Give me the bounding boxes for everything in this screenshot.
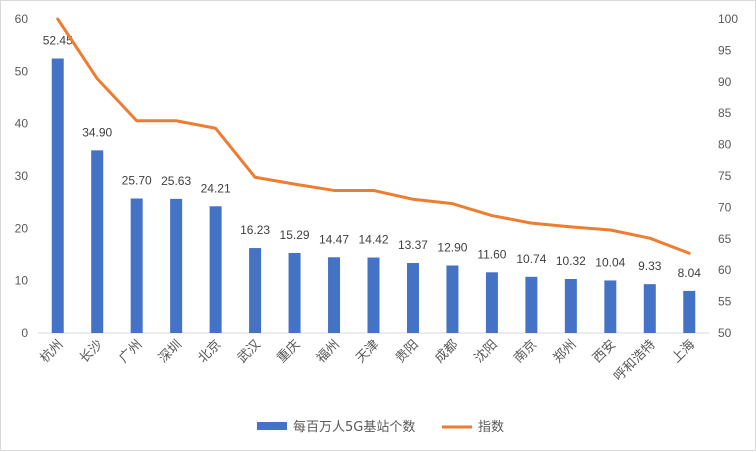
bar xyxy=(643,284,656,333)
x-category-label: 北京 xyxy=(195,337,224,366)
y-right-tick-label: 95 xyxy=(718,43,732,57)
bar-data-label: 24.21 xyxy=(201,181,231,195)
bar xyxy=(485,272,498,333)
x-category-label: 上海 xyxy=(669,337,698,366)
legend-swatch-bars xyxy=(257,422,287,430)
x-category-label: 南京 xyxy=(511,337,541,367)
bar-data-label: 11.60 xyxy=(477,247,506,261)
y-right-tick-label: 75 xyxy=(718,169,732,183)
y-right-tick-label: 60 xyxy=(718,263,732,277)
bar xyxy=(91,150,104,333)
x-category-label: 沈阳 xyxy=(472,337,501,366)
index-line xyxy=(56,17,691,255)
y-right-tick-label: 70 xyxy=(718,200,732,214)
x-category-label: 深圳 xyxy=(156,337,185,366)
bar-data-label: 34.90 xyxy=(82,125,112,139)
x-category-label: 武汉 xyxy=(235,337,264,366)
bar-data-label: 12.90 xyxy=(437,240,467,254)
x-category-label: 福州 xyxy=(314,337,343,366)
bar-data-label: 15.29 xyxy=(280,228,310,242)
bar-data-label: 14.42 xyxy=(358,233,388,247)
bar xyxy=(564,278,577,333)
bar-data-label: 10.04 xyxy=(595,255,625,269)
x-category-label: 杭州 xyxy=(38,337,67,366)
x-category-label: 重庆 xyxy=(274,337,304,367)
y-left-tick-label: 20 xyxy=(15,221,29,235)
y-left-tick-label: 40 xyxy=(15,117,29,131)
legend-label-line: 指数 xyxy=(478,420,504,435)
x-category-label: 郑州 xyxy=(551,337,580,366)
y-right-tick-label: 90 xyxy=(718,75,732,89)
bar xyxy=(249,248,262,333)
y-right-tick-label: 50 xyxy=(718,326,732,340)
x-category-label: 成都 xyxy=(432,337,461,366)
bar-data-label: 13.37 xyxy=(398,238,428,252)
x-category-label: 呼和浩特 xyxy=(611,337,658,384)
bar xyxy=(51,58,64,334)
legend-label-bars: 每百万人5G基站个数 xyxy=(293,419,415,435)
y-left-tick-label: 50 xyxy=(15,64,29,78)
y-left-tick-label: 10 xyxy=(15,274,29,288)
bar xyxy=(209,206,222,333)
y-right-tick-label: 55 xyxy=(718,295,732,309)
bar xyxy=(367,257,380,333)
x-category-label: 广州 xyxy=(117,337,146,366)
bar xyxy=(604,280,617,333)
x-category-label: 天津 xyxy=(353,337,382,366)
y-right-tick-label: 85 xyxy=(718,106,732,120)
bar-data-label: 10.32 xyxy=(556,254,586,268)
bar-data-label: 10.74 xyxy=(516,252,546,266)
bar xyxy=(406,263,419,333)
x-category-label: 长沙 xyxy=(77,337,106,366)
bar xyxy=(525,276,538,333)
bar-data-label: 52.45 xyxy=(43,34,73,48)
bar xyxy=(683,290,696,333)
bar xyxy=(130,198,143,333)
y-right-tick-label: 80 xyxy=(718,138,732,152)
bar xyxy=(170,198,183,333)
bar-data-label: 14.47 xyxy=(319,232,349,246)
bar-data-label: 16.23 xyxy=(240,223,270,237)
bar-data-label: 25.63 xyxy=(161,174,191,188)
bar xyxy=(288,252,301,333)
bar xyxy=(446,265,459,333)
bar-data-label: 9.33 xyxy=(638,259,662,273)
bar-data-label: 8.04 xyxy=(678,266,702,280)
y-right-tick-label: 100 xyxy=(718,12,738,26)
x-category-label: 贵阳 xyxy=(393,337,422,366)
y-left-tick-label: 0 xyxy=(21,326,28,340)
y-right-tick-label: 65 xyxy=(718,232,732,246)
bar-data-label: 25.70 xyxy=(122,174,152,188)
x-category-label: 西安 xyxy=(590,337,619,366)
y-left-tick-label: 60 xyxy=(15,12,29,26)
bar xyxy=(328,257,341,333)
y-left-tick-label: 30 xyxy=(15,169,29,183)
